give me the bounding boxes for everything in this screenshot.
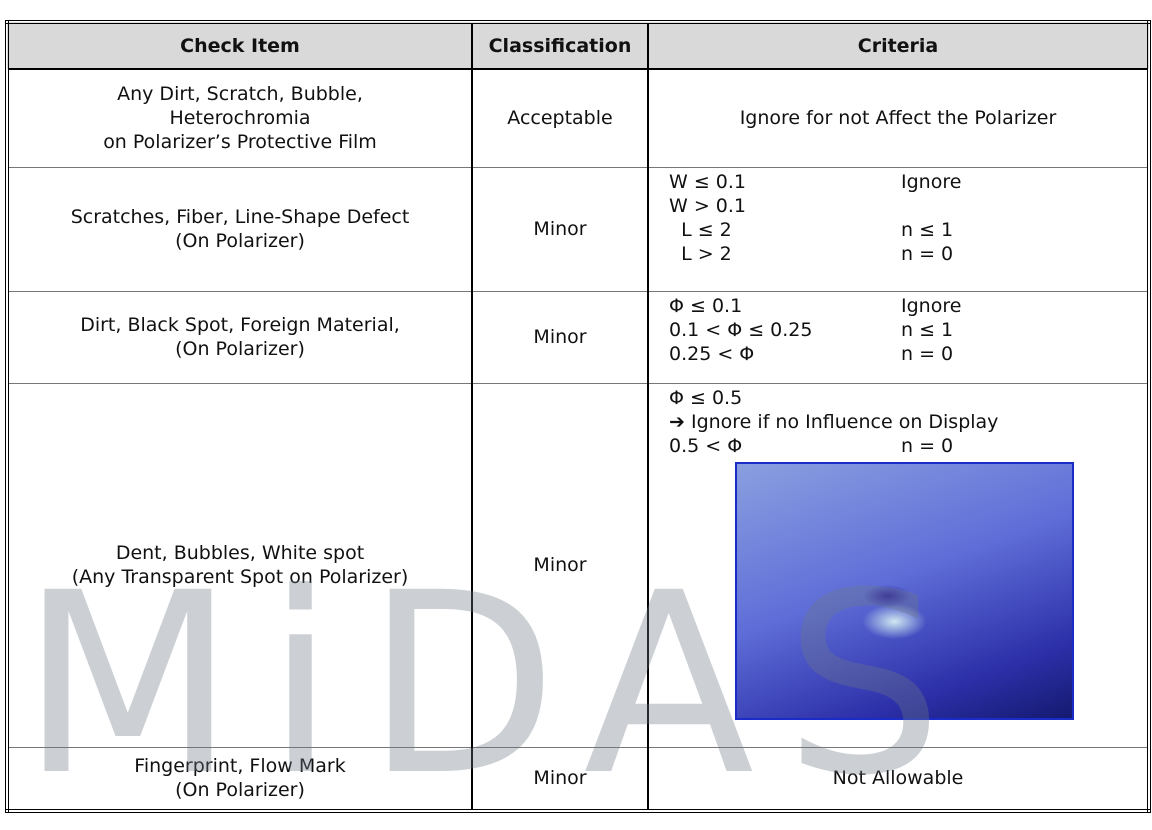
criteria-line: 0.5 < Φ n = 0 — [669, 434, 1147, 458]
criteria-text: 0.5 < Φ — [669, 434, 743, 457]
header-row: Check Item Classification Criteria — [6, 21, 1150, 70]
criteria-text: L > 2 — [669, 242, 732, 265]
check-item-cell: Dent, Bubbles, White spot (Any Transparen… — [6, 382, 473, 748]
check-item-line: (On Polarizer) — [175, 338, 305, 360]
criteria-line: W > 0.1 — [669, 194, 1147, 218]
header-cell: Criteria — [647, 21, 1150, 70]
criteria-line: Φ ≤ 0.1 Ignore — [669, 294, 1147, 318]
check-item-line: Dirt, Black Spot, Foreign Material, — [80, 314, 400, 336]
check-item-line: Dent, Bubbles, White spot — [115, 542, 365, 564]
criteria-text: Φ ≤ 0.5 — [669, 386, 743, 409]
classification-cell: Minor — [471, 746, 649, 812]
criteria-line: ➔ Ignore if no Influence on Display — [669, 410, 1147, 434]
criteria-text: Ignore for not Affect the Polarizer — [739, 107, 1057, 130]
check-item-cell: Dirt, Black Spot, Foreign Material, (On P… — [6, 290, 473, 384]
inspection-table: Check Item Classification Criteria Any Dir… — [5, 20, 1151, 813]
criteria-text: Φ ≤ 0.1 — [669, 294, 743, 317]
criteria-cell: W ≤ 0.1 Ignore W > 0.1 L ≤ 2 n ≤ 1 L > 2 n =… — [647, 166, 1150, 292]
criteria-line: L > 2 n = 0 — [669, 242, 1147, 266]
criteria-text: W ≤ 0.1 — [669, 170, 747, 193]
classification-cell: Minor — [471, 382, 649, 748]
defect-photo — [735, 461, 1074, 720]
check-item-line: Any Dirt, Scratch, Bubble, — [117, 83, 363, 106]
criteria-text: n = 0 — [901, 242, 954, 265]
criteria-text: 0.1 < Φ ≤ 0.25 — [669, 318, 813, 341]
check-item-line: Scratches, Fiber, Line-Shape Defect — [70, 206, 410, 228]
check-item-cell: Fingerprint, Flow Mark (On Polarizer) — [6, 746, 473, 812]
table-row: Fingerprint, Flow Mark (On Polarizer) Mino… — [6, 746, 1150, 812]
criteria-text: n ≤ 1 — [901, 318, 954, 341]
criteria-line: 0.1 < Φ ≤ 0.25 n ≤ 1 — [669, 318, 1147, 342]
check-item-line: (On Polarizer) — [175, 230, 305, 252]
criteria-line: 0.25 < Φ n = 0 — [669, 342, 1147, 366]
criteria-text: n = 0 — [901, 434, 954, 457]
criteria-text: n ≤ 1 — [901, 218, 954, 241]
classification-cell: Acceptable — [471, 68, 649, 168]
criteria-text: n = 0 — [901, 342, 954, 365]
criteria-text: 0.25 < Φ — [669, 342, 755, 365]
table-row: Dirt, Black Spot, Foreign Material, (On P… — [6, 290, 1150, 384]
criteria-text: L ≤ 2 — [669, 218, 732, 241]
criteria-cell: Φ ≤ 0.5 ➔ Ignore if no Influence on Displ… — [647, 382, 1150, 748]
criteria-line: Ignore for not Affect the Polarizer — [649, 106, 1147, 130]
check-item-line: Heterochromia — [169, 107, 311, 130]
criteria-line: Φ ≤ 0.5 — [669, 386, 1147, 410]
table-row: Scratches, Fiber, Line-Shape Defect (On P… — [6, 166, 1150, 292]
criteria-line: Not Allowable — [649, 766, 1147, 790]
check-item-line: on Polarizer’s Protective Film — [103, 131, 377, 154]
criteria-text: Ignore — [901, 294, 962, 317]
check-item-line: Fingerprint, Flow Mark — [134, 755, 346, 778]
criteria-text: Not Allowable — [832, 767, 964, 790]
check-item-cell: Scratches, Fiber, Line-Shape Defect (On P… — [6, 166, 473, 292]
criteria-text: Ignore — [901, 170, 962, 193]
header-cell: Classification — [471, 21, 649, 70]
criteria-cell: Ignore for not Affect the Polarizer — [647, 68, 1150, 168]
classification-cell: Minor — [471, 166, 649, 292]
table-row: Any Dirt, Scratch, Bubble, Heterochromia o… — [6, 68, 1150, 168]
header-cell: Check Item — [6, 21, 473, 70]
criteria-cell: Not Allowable — [647, 746, 1150, 812]
criteria-line: W ≤ 0.1 Ignore — [669, 170, 1147, 194]
table-row: Dent, Bubbles, White spot (Any Transparen… — [6, 382, 1150, 748]
criteria-text: W > 0.1 — [669, 194, 747, 217]
criteria-cell: Φ ≤ 0.1 Ignore 0.1 < Φ ≤ 0.25 n ≤ 1 0.25 < Φ… — [647, 290, 1150, 384]
criteria-line: L ≤ 2 n ≤ 1 — [669, 218, 1147, 242]
criteria-text: ➔ Ignore if no Influence on Display — [669, 410, 999, 433]
check-item-line: (On Polarizer) — [175, 779, 305, 802]
check-item-cell: Any Dirt, Scratch, Bubble, Heterochromia o… — [6, 68, 473, 168]
classification-cell: Minor — [471, 290, 649, 384]
check-item-line: (Any Transparent Spot on Polarizer) — [71, 566, 409, 588]
page: Check Item Classification Criteria Any Dir… — [5, 20, 1151, 813]
